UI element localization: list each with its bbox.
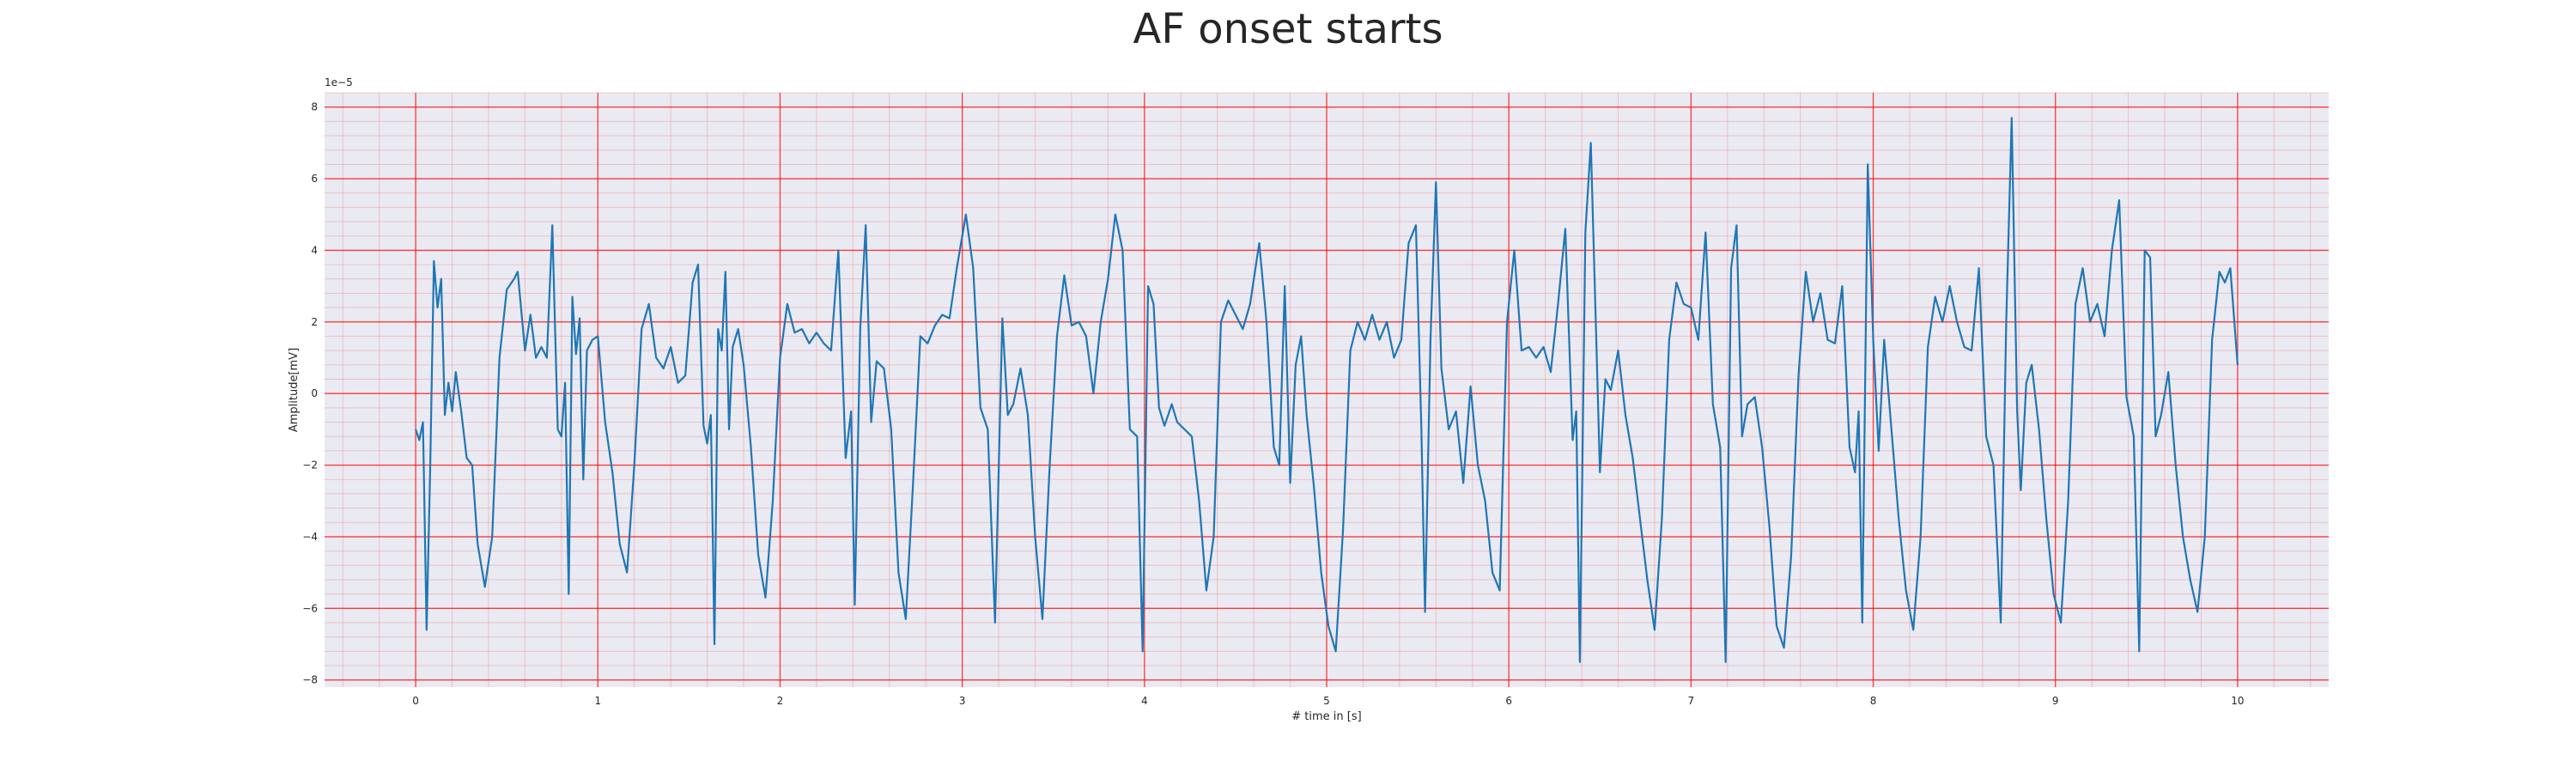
y-tick-label: −6 — [302, 602, 318, 614]
y-tick-label: 8 — [311, 101, 318, 113]
y-tick-label: −2 — [302, 460, 318, 472]
x-tick-label: 8 — [1870, 695, 1877, 707]
x-axis-label: # time in [s] — [1291, 710, 1361, 723]
x-tick-label: 6 — [1505, 695, 1512, 707]
y-tick-label: 6 — [311, 173, 318, 185]
y-tick-labels: −8 −6 −4 −2 0 2 4 6 8 — [302, 101, 318, 686]
x-tick-label: 1 — [594, 695, 601, 707]
y-tick-label: −8 — [302, 674, 318, 686]
x-tick-label: 5 — [1323, 695, 1330, 707]
x-tick-label: 3 — [959, 695, 966, 707]
y-offset-label: 1e−5 — [325, 76, 353, 88]
x-tick-label: 4 — [1141, 695, 1148, 707]
x-tick-label: 7 — [1688, 695, 1695, 707]
x-tick-label: 9 — [2052, 695, 2059, 707]
y-tick-label: 4 — [311, 244, 318, 256]
y-tick-label: −4 — [302, 531, 318, 543]
x-tick-label: 0 — [412, 695, 419, 707]
series-line — [415, 117, 2239, 663]
x-tick-labels: 0 1 2 3 4 5 6 7 8 9 10 — [412, 695, 2244, 707]
x-tick-label: 10 — [2231, 695, 2244, 707]
y-axis-label: Amplitude[mV] — [288, 348, 301, 432]
chart-title: AF onset starts — [1133, 5, 1443, 53]
x-tick-label: 2 — [777, 695, 784, 707]
y-tick-label: 2 — [311, 316, 318, 328]
y-tick-label: 0 — [311, 387, 318, 399]
